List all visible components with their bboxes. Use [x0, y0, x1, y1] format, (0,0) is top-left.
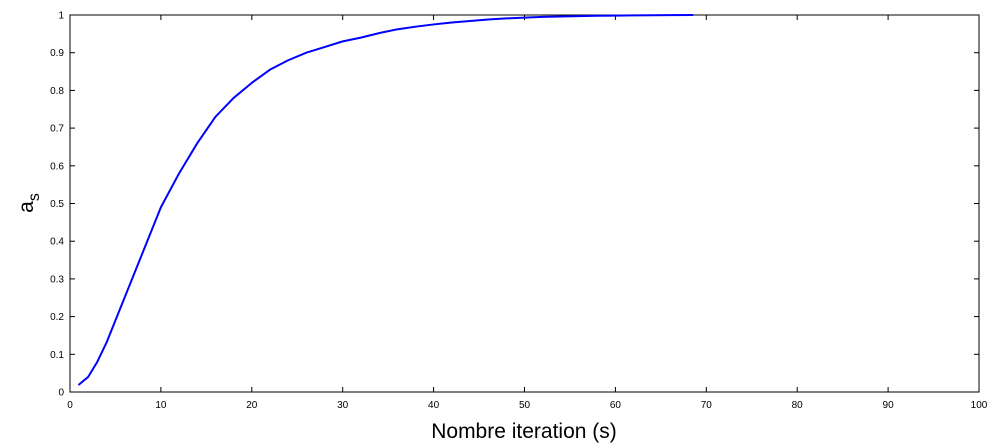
- x-tick-label: 20: [246, 400, 258, 411]
- y-tick-labels: 0 0.1 0.2 0.3 0.4 0.5 0.6 0.7 0.8 0.9 1: [50, 11, 64, 399]
- x-tick-label: 60: [610, 400, 622, 411]
- y-tick-label: 0.7: [50, 124, 64, 135]
- plot-area: [69, 14, 980, 393]
- y-tick-label: 0.8: [50, 86, 64, 97]
- y-axis-label-main: a: [15, 201, 38, 213]
- x-tick-label: 30: [337, 400, 349, 411]
- y-tick-label: 0.2: [50, 312, 64, 323]
- y-tick-label: 0.4: [50, 237, 64, 248]
- y-tick-label: 0.1: [50, 350, 64, 361]
- y-tick-label: 0.3: [50, 274, 64, 285]
- y-axis-label: as: [15, 193, 43, 213]
- x-tick-label: 90: [883, 400, 895, 411]
- y-tick-label: 1: [58, 11, 64, 22]
- y-tick-label: 0: [58, 388, 64, 399]
- series-line: [78, 14, 694, 386]
- x-tick-label: 80: [792, 400, 804, 411]
- x-tick-label: 0: [67, 400, 73, 411]
- x-tick-label: 10: [155, 400, 167, 411]
- x-axis-label: Nombre iteration (s): [431, 420, 617, 443]
- y-axis-label-subscript: s: [26, 193, 43, 201]
- x-tick-labels: 0 10 20 30 40 50 60 70 80 90 100: [67, 400, 988, 411]
- axis-ticks: [69, 14, 980, 393]
- x-tick-label: 50: [519, 400, 531, 411]
- y-tick-label: 0.9: [50, 48, 64, 59]
- x-tick-label: 100: [971, 400, 988, 411]
- x-tick-label: 40: [428, 400, 440, 411]
- x-tick-label: 70: [701, 400, 713, 411]
- y-tick-label: 0.5: [50, 199, 64, 210]
- svg-text:as: as: [15, 193, 43, 213]
- series-layer: [78, 14, 694, 386]
- y-tick-label: 0.6: [50, 161, 64, 172]
